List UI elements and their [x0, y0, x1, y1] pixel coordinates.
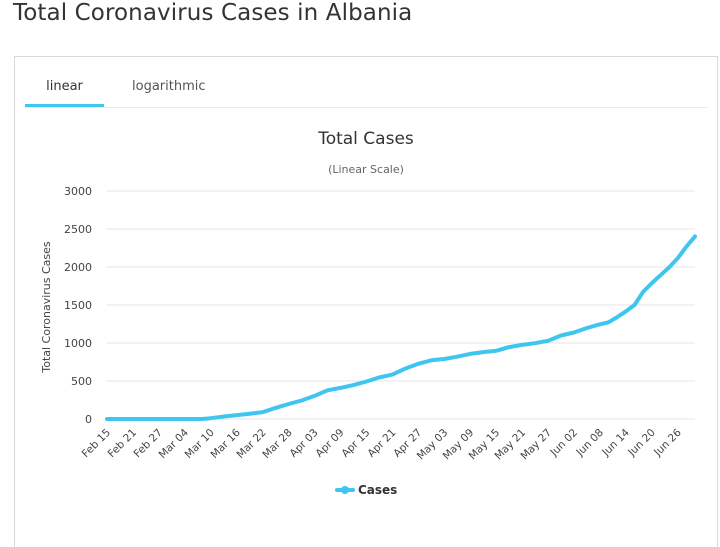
chart-panel: linear logarithmic Total Cases (Linear S…	[14, 56, 718, 547]
x-tick-label: Jun 02	[547, 427, 580, 460]
gridlines	[107, 190, 695, 420]
series-line-cases[interactable]	[105, 234, 697, 421]
legend-marker-dot	[341, 486, 349, 494]
page-title: Total Coronavirus Cases in Albania	[13, 0, 413, 26]
x-tick-label: Jun 26	[651, 426, 684, 459]
tab-logarithmic[interactable]: logarithmic	[132, 79, 206, 94]
y-tick-label: 2000	[64, 261, 92, 274]
x-tick-label: Mar 28	[260, 427, 294, 461]
scale-tabs: linear logarithmic	[25, 57, 707, 108]
y-axis-label: Total Coronavirus Cases	[40, 241, 53, 374]
x-tick-label: Jun 08	[573, 427, 606, 460]
legend-label-cases[interactable]: Cases	[358, 483, 397, 497]
legend[interactable]: Cases	[335, 483, 397, 497]
y-tick-label: 500	[71, 375, 92, 388]
chart-title: Total Cases	[317, 129, 414, 149]
x-tick-label: Jun 20	[625, 427, 658, 460]
y-tick-labels: 0 500 1000 1500 2000 2500 3000	[64, 185, 92, 426]
y-tick-label: 3000	[64, 185, 92, 198]
chart-subtitle: (Linear Scale)	[328, 163, 404, 176]
y-tick-label: 0	[85, 413, 92, 426]
tab-linear[interactable]: linear	[46, 79, 83, 94]
series-group	[105, 234, 697, 421]
chart-svg: Total Cases (Linear Scale) Total Coronav…	[40, 129, 697, 497]
active-tab-indicator	[25, 104, 104, 107]
y-tick-label: 1500	[64, 299, 92, 312]
y-tick-label: 2500	[64, 223, 92, 236]
x-tick-label: Jun 14	[599, 426, 632, 459]
y-tick-label: 1000	[64, 337, 92, 350]
